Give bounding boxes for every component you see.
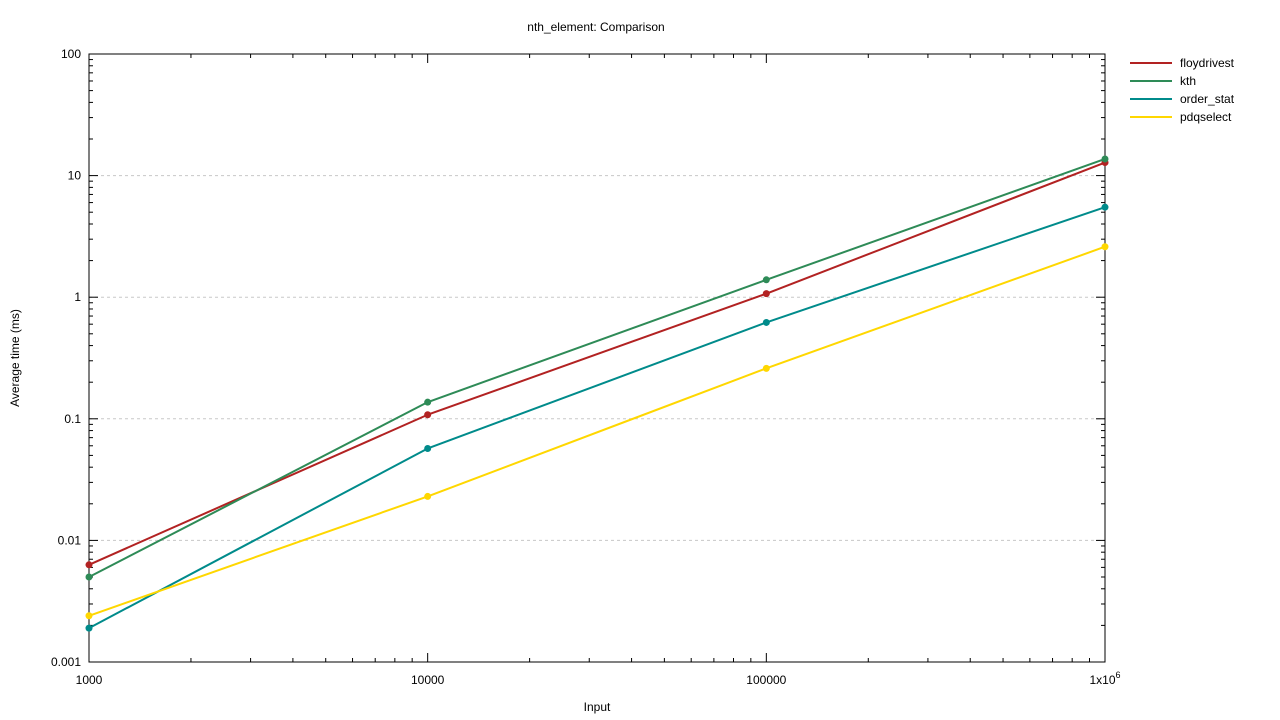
y-tick-label: 10 <box>68 169 82 183</box>
data-point-order_stat <box>762 318 770 326</box>
x-tick-label-exponent: 6 <box>1116 670 1121 680</box>
y-tick-label: 1 <box>74 290 81 304</box>
y-tick-label: 0.01 <box>58 533 82 547</box>
y-axis-label: Average time (ms) <box>8 309 22 407</box>
x-tick-label: 1000 <box>76 673 103 687</box>
data-point-kth <box>424 398 432 406</box>
data-point-pdqselect <box>424 492 432 500</box>
legend: floydrivest kth order_stat pdqselect <box>1130 56 1235 124</box>
x-tick-label: 1x106 <box>1089 670 1120 687</box>
chart-title: nth_element: Comparison <box>527 20 664 34</box>
data-point-floydrivest <box>762 290 770 298</box>
x-tick-label: 10000 <box>411 673 445 687</box>
x-axis-label: Input <box>584 700 611 714</box>
data-point-kth <box>85 573 93 581</box>
data-point-order_stat <box>1101 203 1109 211</box>
data-point-kth <box>762 276 770 284</box>
axes: 0.001 0.01 0.1 1 10 100 1000 10000 100000 1x106 <box>51 47 1121 687</box>
series-line-order_stat <box>88 206 1106 629</box>
y-tick-label: 0.001 <box>51 655 81 669</box>
x-tick-label: 100000 <box>746 673 786 687</box>
plot-border <box>88 53 1106 663</box>
series-line-floydrivest <box>88 161 1106 566</box>
grid-lines <box>89 175 1105 541</box>
series-line-kth <box>88 158 1106 578</box>
legend-label-kth: kth <box>1180 74 1196 88</box>
legend-label-floydrivest: floydrivest <box>1180 56 1235 70</box>
data-point-order_stat <box>424 444 432 452</box>
series-group <box>85 155 1109 632</box>
data-point-floydrivest <box>424 411 432 419</box>
data-point-pdqselect <box>762 364 770 372</box>
data-point-floydrivest <box>85 561 93 569</box>
legend-label-order_stat: order_stat <box>1180 92 1235 106</box>
y-tick-label: 100 <box>61 47 81 61</box>
data-point-pdqselect <box>85 612 93 620</box>
data-point-kth <box>1101 155 1109 163</box>
legend-label-pdqselect: pdqselect <box>1180 110 1232 124</box>
y-tick-label: 0.1 <box>64 412 81 426</box>
series-line-pdqselect <box>88 245 1106 617</box>
data-point-order_stat <box>85 624 93 632</box>
data-point-pdqselect <box>1101 243 1109 251</box>
